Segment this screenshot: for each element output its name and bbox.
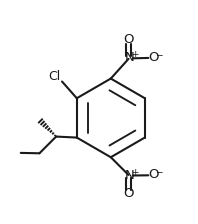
Text: −: − — [155, 50, 163, 59]
Text: +: + — [131, 168, 139, 177]
Text: O: O — [123, 187, 134, 200]
Text: +: + — [131, 50, 139, 59]
Text: O: O — [148, 168, 158, 181]
Text: O: O — [148, 51, 158, 64]
Text: O: O — [123, 33, 134, 46]
Text: N: N — [125, 52, 134, 65]
Text: −: − — [155, 168, 163, 177]
Text: Cl: Cl — [48, 70, 60, 83]
Text: N: N — [125, 169, 134, 182]
